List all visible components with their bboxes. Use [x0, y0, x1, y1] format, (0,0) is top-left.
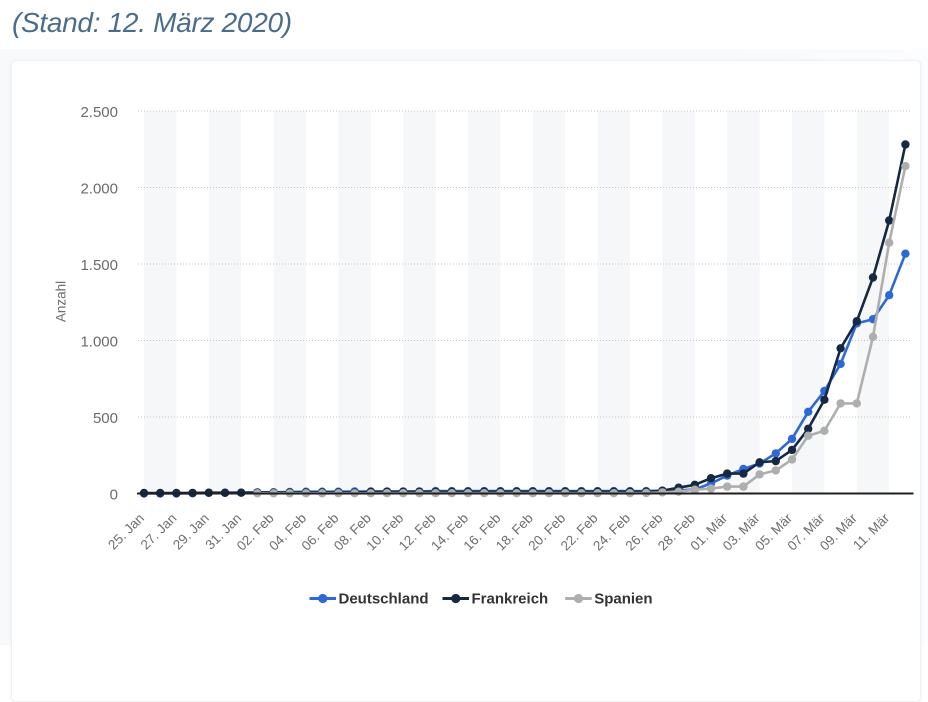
svg-text:2.000: 2.000	[80, 181, 118, 198]
svg-text:Deutschland: Deutschland	[339, 591, 429, 608]
svg-text:2.500: 2.500	[80, 104, 118, 121]
svg-text:1.000: 1.000	[80, 334, 118, 351]
svg-text:1.500: 1.500	[80, 257, 118, 274]
svg-text:500: 500	[93, 410, 118, 427]
svg-text:Anzahl: Anzahl	[54, 281, 69, 322]
svg-text:11. Mär: 11. Mär	[850, 510, 893, 553]
svg-text:Frankreich: Frankreich	[472, 591, 549, 608]
svg-text:0: 0	[110, 487, 118, 504]
svg-text:Spanien: Spanien	[594, 591, 652, 608]
